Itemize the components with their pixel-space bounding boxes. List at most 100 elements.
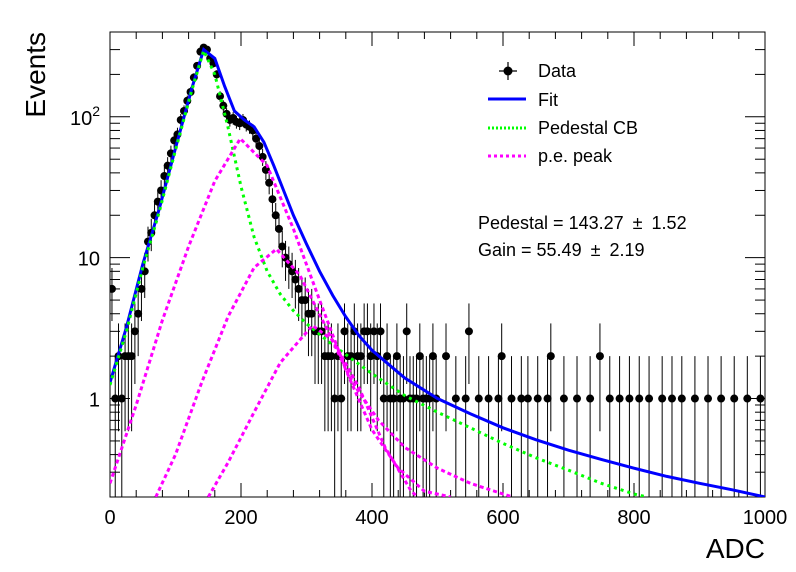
series-layer <box>110 43 765 497</box>
data-point <box>635 394 644 403</box>
data-point <box>117 394 126 403</box>
pedestal-cb-curve <box>110 46 648 497</box>
pedestal-error: 1.52 <box>652 213 687 233</box>
data-point <box>461 394 470 403</box>
data-point <box>573 394 582 403</box>
axis-ticks: 0 200 400 600 800 1000 1 10 102 <box>70 31 787 529</box>
data-point <box>605 394 614 403</box>
pe-peak-curve <box>206 323 419 497</box>
data-point <box>667 394 676 403</box>
data-point <box>690 394 699 403</box>
series-data <box>110 43 765 497</box>
data-point <box>507 394 516 403</box>
data-point <box>451 394 460 403</box>
y-tick-label: 10 <box>78 249 100 271</box>
data-point <box>474 394 483 403</box>
pedestal-value: Pedestal = 143.27 <box>478 213 624 233</box>
data-point <box>265 178 274 187</box>
plot-frame <box>109 31 766 498</box>
data-point <box>543 394 552 403</box>
fit-curve <box>110 47 765 497</box>
data-point <box>428 352 437 361</box>
data-point <box>255 142 264 151</box>
data-point <box>743 394 752 403</box>
legend-item-pedestal: Pedestal CB <box>488 118 638 138</box>
pedestal-result: Pedestal = 143.27 ± 1.52 <box>478 213 687 233</box>
data-point <box>268 195 277 204</box>
legend-label-fit: Fit <box>538 90 558 110</box>
data-point <box>464 327 473 336</box>
data-point <box>756 394 765 403</box>
data-point <box>412 394 421 403</box>
legend-item-pe-peak: p.e. peak <box>488 146 613 166</box>
data-point <box>402 327 411 336</box>
data-point <box>127 352 136 361</box>
data-point <box>291 275 300 284</box>
fit-results: Pedestal = 143.27 ± 1.52 Gain = 55.49 ± … <box>478 213 687 260</box>
data-point <box>130 327 139 336</box>
x-axis-title: ADC <box>706 533 765 564</box>
y-axis-title: Events <box>20 32 51 118</box>
data-point <box>261 165 270 174</box>
data-point <box>595 352 604 361</box>
gain-error: 2.19 <box>610 240 645 260</box>
data-point <box>442 352 451 361</box>
gain-pm: ± <box>591 240 601 260</box>
data-point <box>704 394 713 403</box>
y-tick-label: 102 <box>70 103 100 130</box>
legend-item-fit: Fit <box>488 90 558 110</box>
data-point <box>258 152 267 161</box>
data-point <box>369 327 378 336</box>
data-point <box>586 394 595 403</box>
data-point <box>301 296 310 305</box>
legend-label-data: Data <box>538 61 577 81</box>
data-point <box>340 327 349 336</box>
data-point <box>219 101 228 110</box>
legend-label-pe-peak: p.e. peak <box>538 146 613 166</box>
data-point <box>383 352 392 361</box>
data-point <box>376 327 385 336</box>
data-point <box>271 211 280 220</box>
data-point <box>288 267 297 276</box>
data-point <box>137 284 146 293</box>
data-point <box>484 394 493 403</box>
data-point <box>415 352 424 361</box>
x-tick-label: 800 <box>617 507 650 529</box>
data-point <box>494 394 503 403</box>
data-point <box>356 352 365 361</box>
data-point <box>278 242 287 251</box>
data-point <box>222 109 231 118</box>
data-point <box>517 394 526 403</box>
data-point <box>658 394 667 403</box>
data-point <box>111 394 120 403</box>
data-point <box>399 394 408 403</box>
data-point <box>327 352 336 361</box>
gain-result: Gain = 55.49 ± 2.19 <box>478 240 645 260</box>
data-point <box>546 352 555 361</box>
x-tick-label: 200 <box>224 507 257 529</box>
data-point <box>337 394 346 403</box>
data-point <box>363 327 372 336</box>
data-point <box>615 394 624 403</box>
data-point <box>330 394 339 403</box>
data-point <box>307 309 316 318</box>
data-point <box>523 394 532 403</box>
pe-peak-curve <box>154 247 514 497</box>
data-point <box>294 284 303 293</box>
legend-item-data: Data <box>499 61 577 81</box>
data-point <box>677 394 686 403</box>
legend: Data Fit Pedestal CB p.e. peak <box>488 61 638 166</box>
x-tick-label: 600 <box>486 507 519 529</box>
y-tick-label: 1 <box>89 390 100 412</box>
data-point <box>216 92 225 101</box>
data-point <box>730 394 739 403</box>
data-point <box>110 284 116 293</box>
legend-marker-data <box>503 66 513 76</box>
data-point <box>717 394 726 403</box>
data-point <box>533 394 542 403</box>
x-tick-label: 400 <box>355 507 388 529</box>
data-point <box>389 394 398 403</box>
pedestal-pm: ± <box>633 213 643 233</box>
data-point <box>645 394 654 403</box>
